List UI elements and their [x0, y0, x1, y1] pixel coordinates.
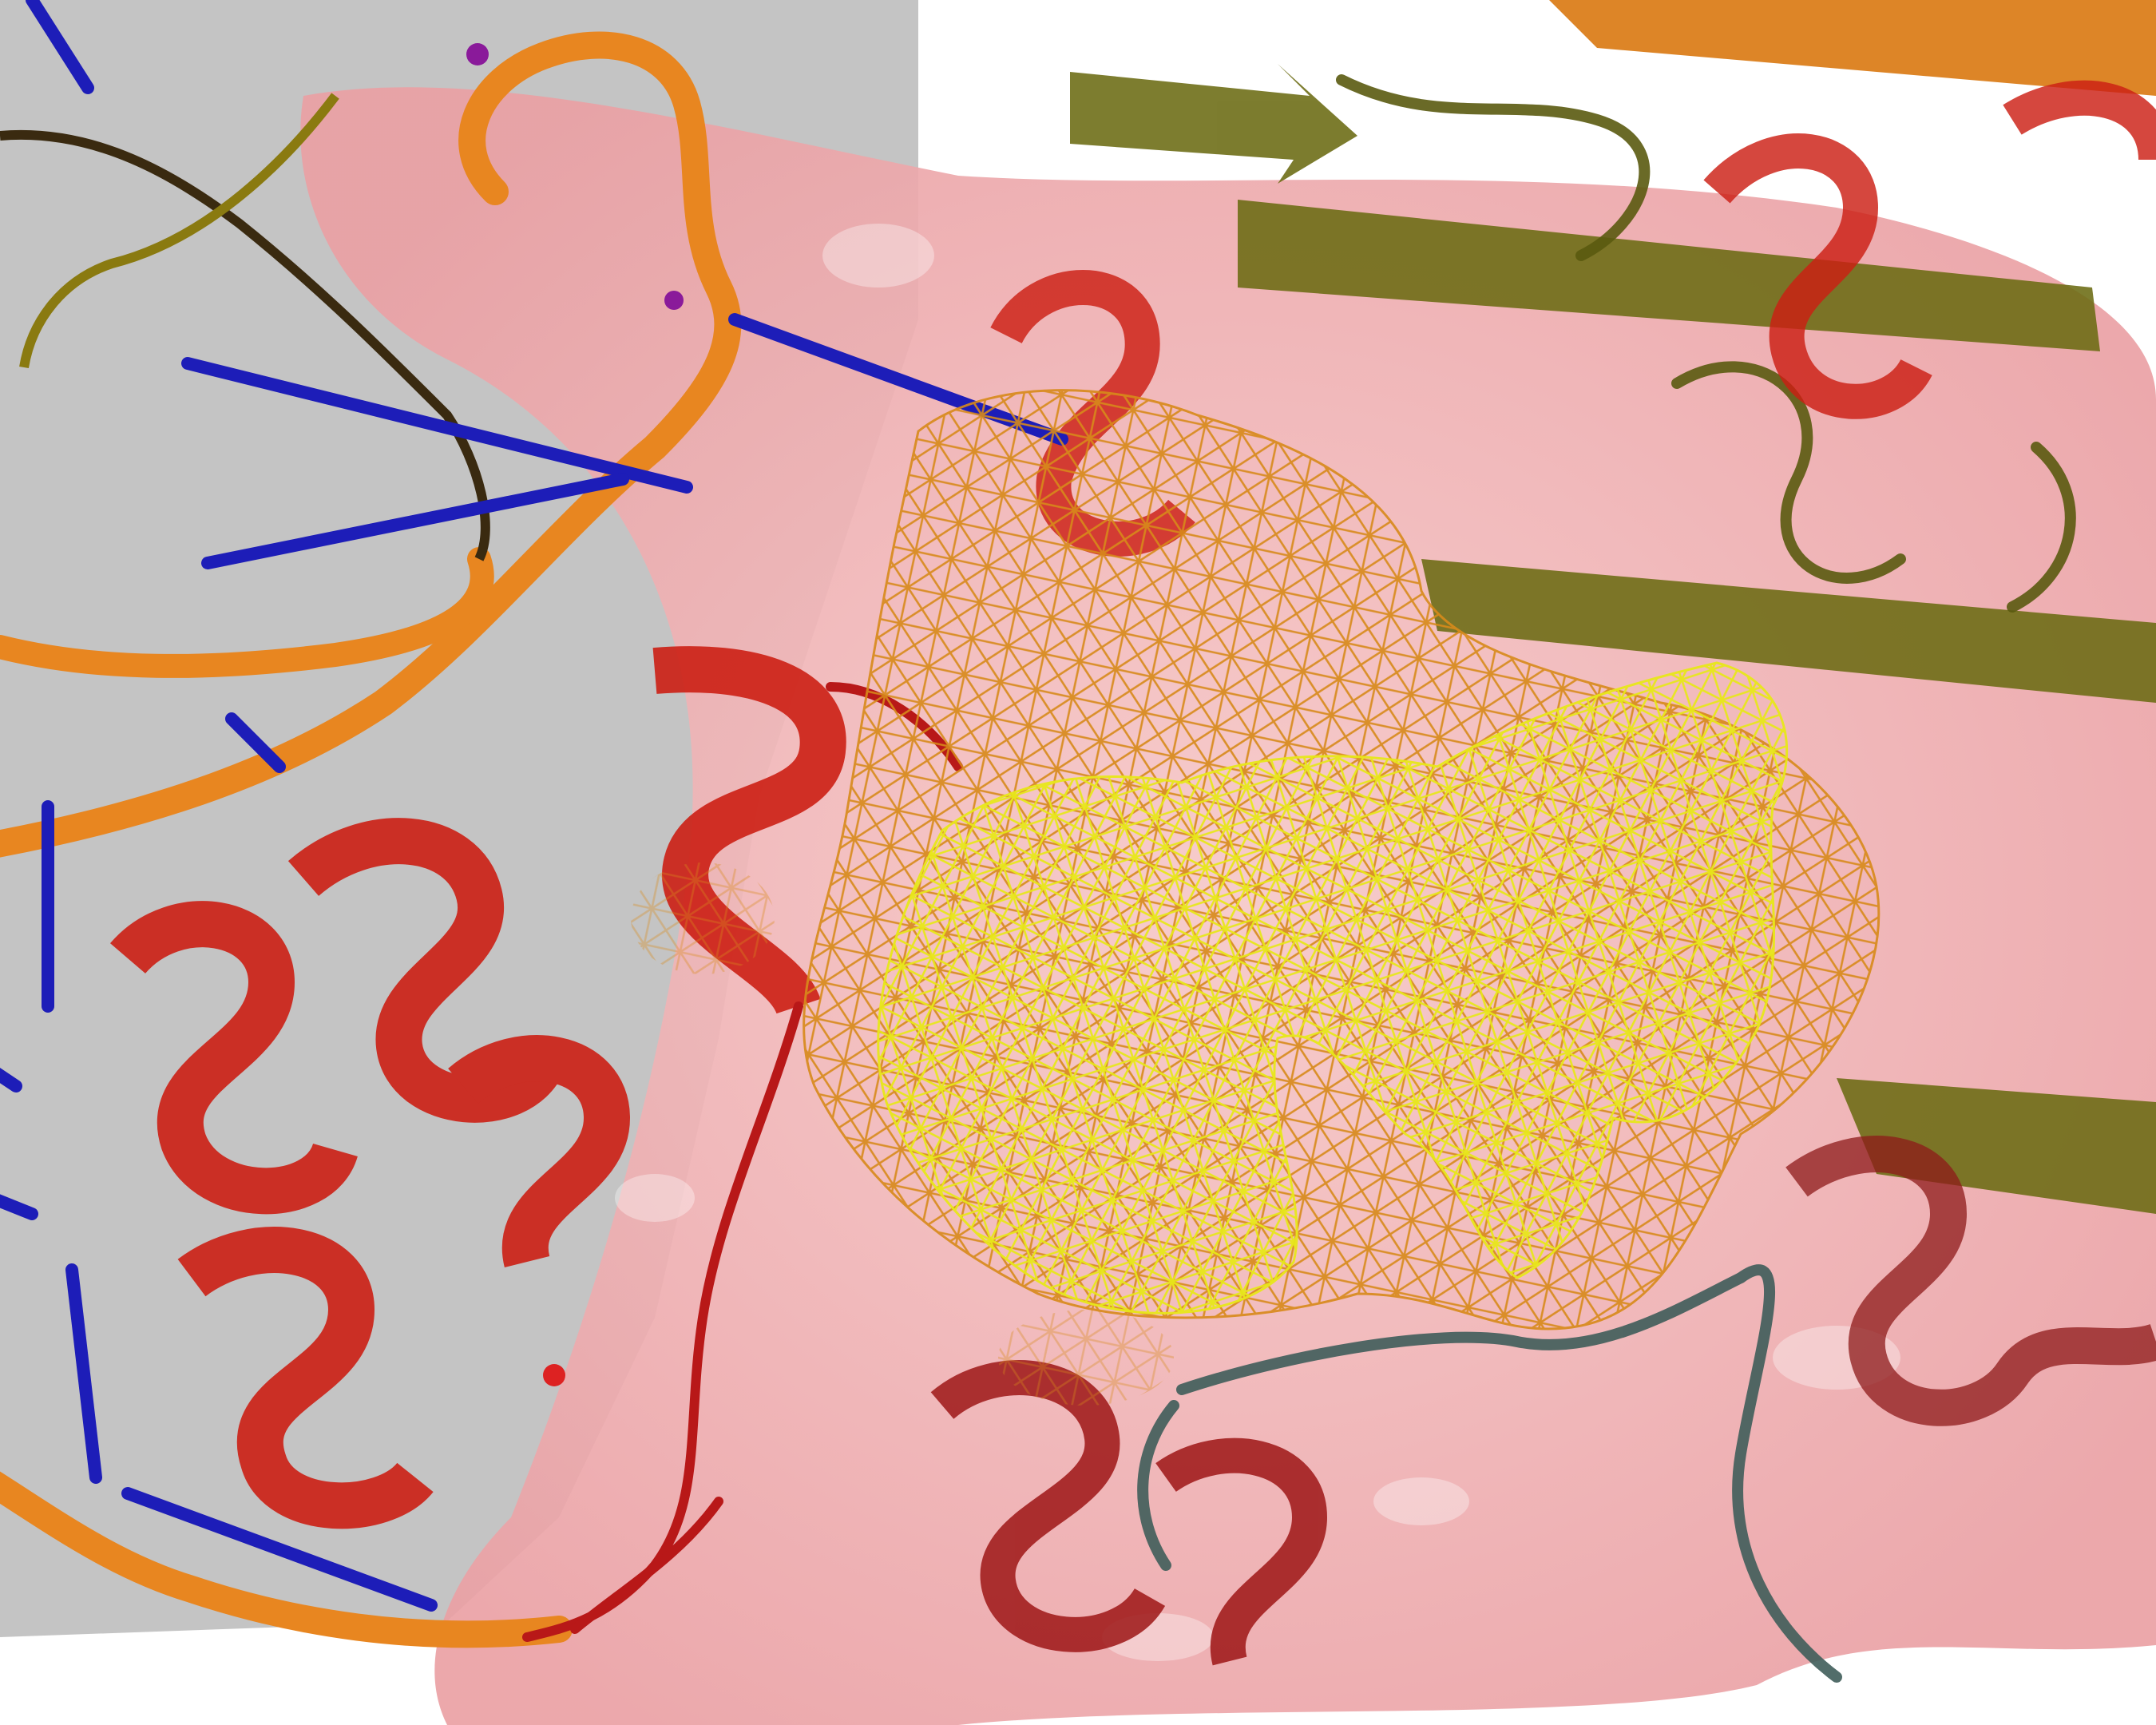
right-helix: [1785, 1136, 2156, 1426]
olive-strand-left: [19, 93, 339, 369]
faint-mesh-patches: [631, 862, 1174, 1406]
teal-coils: [1137, 1264, 1842, 1683]
yellow-mesh-density: [877, 661, 1789, 1315]
dna-bases: [0, 0, 1068, 1612]
purple-atoms: [466, 43, 684, 1386]
dna-backbone: [0, 31, 742, 1648]
top-orange-strand: [1549, 0, 2156, 96]
olive-beta-sheet: [1070, 64, 2156, 1214]
red-helices-center: [110, 646, 846, 1529]
dna-dark-strand: [0, 129, 490, 561]
olive-coils: [1336, 74, 2076, 613]
